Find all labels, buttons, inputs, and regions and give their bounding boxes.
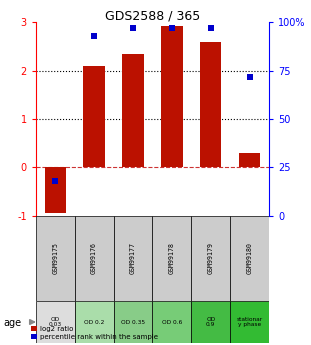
Point — [53, 178, 58, 184]
Bar — [200, 42, 221, 167]
Text: OD 0.6: OD 0.6 — [162, 319, 182, 325]
Text: age: age — [3, 318, 21, 327]
Bar — [239, 153, 260, 167]
Legend: log2 ratio, percentile rank within the sample: log2 ratio, percentile rank within the s… — [31, 326, 159, 340]
Bar — [152, 216, 191, 301]
Bar — [152, 301, 191, 343]
Bar — [83, 66, 105, 167]
Bar — [161, 26, 183, 167]
Text: GSM99175: GSM99175 — [52, 242, 58, 274]
Text: GSM99178: GSM99178 — [169, 242, 175, 274]
Bar — [230, 216, 269, 301]
Bar — [122, 54, 144, 167]
Text: GSM99176: GSM99176 — [91, 242, 97, 274]
Text: OD 0.35: OD 0.35 — [121, 319, 145, 325]
Text: OD
0.03: OD 0.03 — [49, 317, 62, 327]
Point — [130, 26, 135, 31]
Bar — [230, 301, 269, 343]
Bar — [75, 216, 114, 301]
Text: GSM99179: GSM99179 — [208, 242, 214, 274]
Text: stationar
y phase: stationar y phase — [236, 317, 263, 327]
Point — [169, 26, 174, 31]
Bar — [36, 216, 75, 301]
Point — [208, 26, 213, 31]
Title: GDS2588 / 365: GDS2588 / 365 — [105, 9, 200, 22]
Bar — [191, 216, 230, 301]
Point — [91, 33, 96, 39]
Bar — [114, 216, 152, 301]
Bar — [114, 301, 152, 343]
Text: GSM99180: GSM99180 — [247, 242, 253, 274]
Bar — [44, 167, 66, 213]
Point — [247, 74, 252, 79]
Text: GSM99177: GSM99177 — [130, 242, 136, 274]
Text: OD
0.9: OD 0.9 — [206, 317, 216, 327]
Bar — [36, 301, 75, 343]
Text: OD 0.2: OD 0.2 — [84, 319, 104, 325]
Bar — [191, 301, 230, 343]
Bar — [75, 301, 114, 343]
